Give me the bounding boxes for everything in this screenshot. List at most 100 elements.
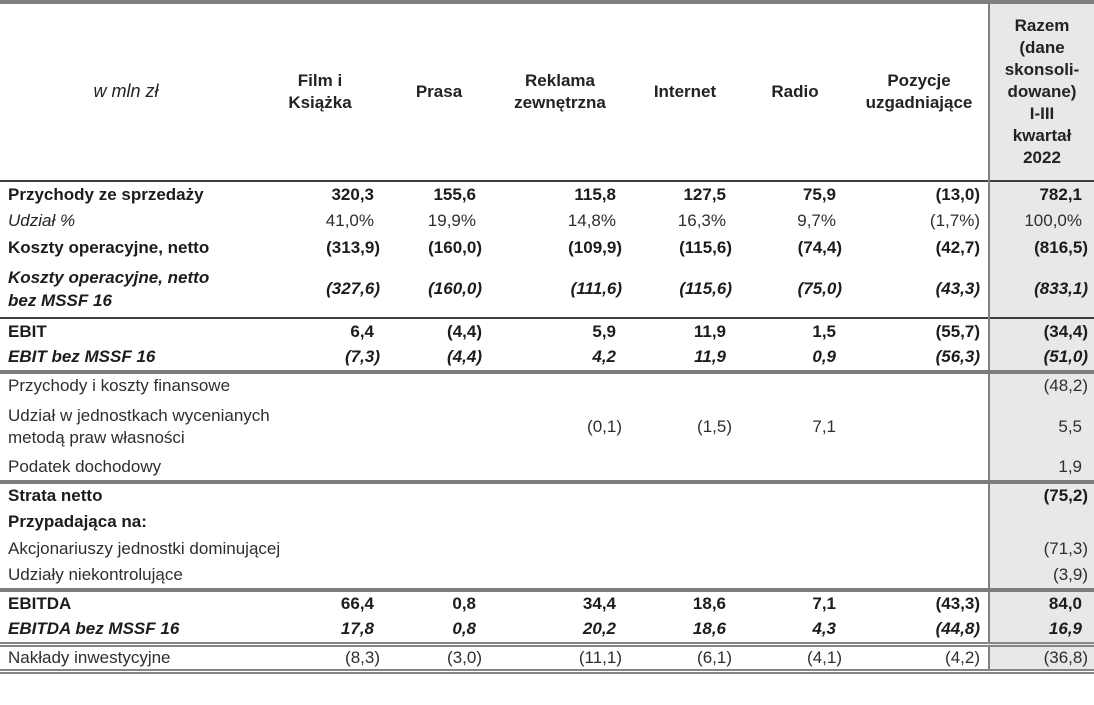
cell-radio (740, 372, 850, 399)
cell-reklama-zewnetrzna: (0,1) (587, 416, 622, 436)
row-label: Przypadająca na: (8, 512, 147, 532)
cell-reklama-zewnetrzna (490, 536, 630, 563)
cell-radio (740, 482, 850, 509)
cell-radio: (74,4) (797, 238, 842, 258)
column-header-prasa: Prasa (415, 81, 463, 101)
cell-pozycje-uzgadniajace: (4,2) (945, 647, 980, 667)
cell-razem: 100,0% (988, 208, 1094, 235)
cell-film-i-ksiazka: 320,3 (331, 184, 374, 204)
cell-prasa: (4,4) (447, 347, 482, 367)
cell-internet: 16,3% (677, 211, 726, 231)
cell-pozycje-uzgadniajace: (1,7%) (929, 211, 980, 231)
cell-internet: 11,9 (693, 321, 726, 341)
header-row: w mln zł Film i Książka Prasa Reklama ze… (0, 2, 1094, 181)
cell-radio: 4,3 (812, 619, 836, 639)
cell-pozycje-uzgadniajace (850, 509, 989, 536)
cell-radio: 7,1 (812, 594, 836, 614)
cell-internet: 11,9 (694, 347, 726, 367)
cell-prasa (388, 536, 490, 563)
row-label: Akcjonariuszy jednostki dominującej (8, 539, 281, 559)
cell-razem: (833,1) (988, 262, 1094, 318)
cell-internet (630, 509, 740, 536)
cell-prasa: 0,8 (452, 594, 476, 614)
cell-reklama-zewnetrzna: (109,9) (568, 238, 622, 258)
cell-pozycje-uzgadniajace: (42,7) (935, 238, 980, 258)
cell-pozycje-uzgadniajace (850, 455, 989, 482)
segment-report-table: w mln zł Film i Książka Prasa Reklama ze… (0, 2, 1094, 672)
cell-razem: 5,5 (988, 399, 1094, 455)
cell-prasa: 155,6 (433, 184, 476, 204)
cell-internet (630, 563, 740, 590)
cell-pozycje-uzgadniajace: (55,7) (935, 321, 980, 341)
cell-reklama-zewnetrzna: 4,2 (592, 347, 616, 367)
cell-razem: (48,2) (988, 372, 1094, 399)
row-label: Udział w jednostkach wycenianych metodą … (8, 405, 270, 447)
table-row: Przychody i koszty finansowe (48,2) (0, 372, 1094, 399)
row-label: Nakłady inwestycyjne (8, 647, 171, 667)
cell-prasa: (160,0) (428, 279, 482, 299)
column-header-reklama-zewnetrzna: Reklama zewnętrzna (514, 70, 606, 112)
cell-film-i-ksiazka (252, 399, 388, 455)
cell-internet (630, 455, 740, 482)
cell-radio (740, 563, 850, 590)
table-row: EBIT 6,4 (4,4) 5,9 11,9 1,5 (55,7) (34,4) (0, 318, 1094, 345)
table-body: Przychody ze sprzedaży 320,3 155,6 115,8 127… (0, 181, 1094, 672)
table-row: Strata netto (75,2) (0, 482, 1094, 509)
cell-radio: 9,7% (797, 211, 836, 231)
cell-film-i-ksiazka (252, 563, 388, 590)
column-header-pozycje-uzgadniajace: Pozycje uzgadniające (865, 70, 973, 112)
cell-reklama-zewnetrzna (490, 455, 630, 482)
cell-film-i-ksiazka (252, 455, 388, 482)
cell-internet: (1,5) (697, 416, 732, 436)
row-label: Udziały niekontrolujące (8, 565, 183, 585)
cell-internet (630, 372, 740, 399)
cell-radio: 1,5 (812, 321, 836, 341)
row-label: Strata netto (8, 486, 103, 506)
cell-radio: 75,9 (802, 184, 836, 204)
cell-razem: 16,9 (988, 617, 1094, 644)
cell-prasa (388, 563, 490, 590)
cell-reklama-zewnetrzna: 34,4 (582, 594, 616, 614)
column-header-film-i-ksiazka: Film i Książka (288, 70, 352, 112)
cell-reklama-zewnetrzna: 14,8% (567, 211, 616, 231)
cell-film-i-ksiazka: (8,3) (345, 647, 380, 667)
cell-film-i-ksiazka: (7,3) (345, 347, 380, 367)
cell-film-i-ksiazka (252, 509, 388, 536)
cell-radio (740, 536, 850, 563)
table-row: EBITDA 66,4 0,8 34,4 18,6 7,1 (43,3) 84,0 (0, 590, 1094, 617)
cell-internet (630, 536, 740, 563)
cell-razem (988, 509, 1094, 536)
column-header-radio: Radio (771, 81, 819, 101)
cell-razem: (36,8) (988, 644, 1094, 672)
table-row: Koszty operacyjne, netto bez MSSF 16 (327… (0, 262, 1094, 318)
cell-film-i-ksiazka: 17,8 (340, 619, 374, 639)
cell-razem: (51,0) (988, 345, 1094, 372)
cell-prasa (388, 372, 490, 399)
cell-pozycje-uzgadniajace (850, 563, 989, 590)
table-row: Nakłady inwestycyjne (8,3) (3,0) (11,1) (6,1… (0, 644, 1094, 672)
row-label: EBIT (8, 321, 47, 341)
cell-reklama-zewnetrzna: 5,9 (592, 321, 616, 341)
cell-film-i-ksiazka: (327,6) (326, 279, 380, 299)
cell-internet: 127,5 (683, 184, 726, 204)
table-row: Przychody ze sprzedaży 320,3 155,6 115,8 127… (0, 181, 1094, 208)
cell-reklama-zewnetrzna: 20,2 (582, 619, 616, 639)
cell-internet (630, 482, 740, 509)
cell-reklama-zewnetrzna: 115,8 (574, 184, 616, 204)
cell-pozycje-uzgadniajace (850, 536, 989, 563)
column-header-unit: w mln zł (93, 81, 159, 102)
cell-film-i-ksiazka: 41,0% (325, 211, 374, 231)
cell-internet: (6,1) (697, 647, 732, 667)
cell-prasa: 0,8 (452, 619, 476, 639)
cell-prasa (388, 399, 490, 455)
cell-prasa: (3,0) (447, 647, 482, 667)
cell-reklama-zewnetrzna (490, 372, 630, 399)
cell-pozycje-uzgadniajace: (43,3) (935, 594, 980, 614)
table-row: EBIT bez MSSF 16 (7,3) (4,4) 4,2 11,9 0,9 (56,… (0, 345, 1094, 372)
cell-razem: (34,4) (988, 318, 1094, 345)
cell-razem: 1,9 (988, 455, 1094, 482)
cell-radio (740, 455, 850, 482)
cell-radio (740, 509, 850, 536)
row-label: Podatek dochodowy (8, 457, 162, 477)
